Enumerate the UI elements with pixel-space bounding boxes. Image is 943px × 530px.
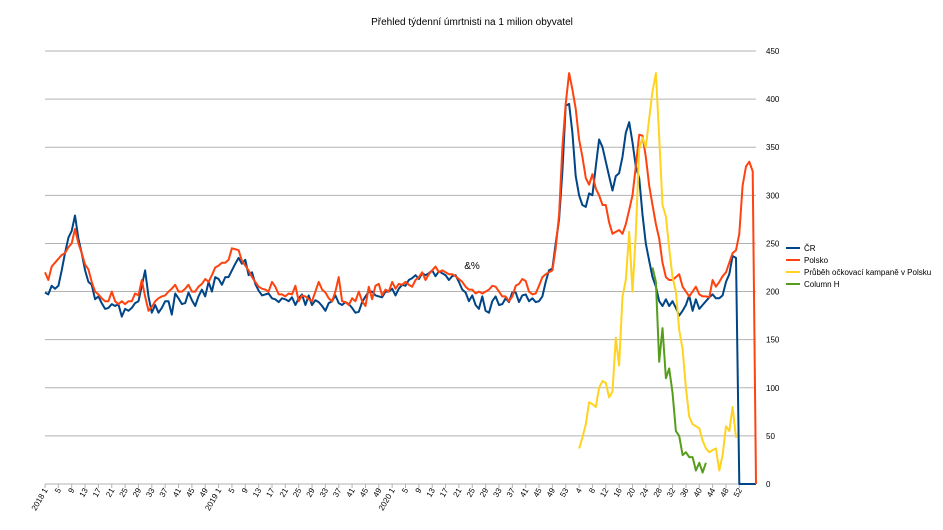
y-tick-label: 0: [766, 480, 771, 489]
x-tick-label: 37: [331, 486, 344, 499]
x-tick-label: 21: [451, 486, 464, 499]
x-tick-label: 32: [665, 486, 678, 499]
x-tick-label: 12: [598, 486, 611, 499]
x-tick-label: 33: [318, 486, 331, 499]
x-tick-label: 25: [465, 486, 478, 499]
x-tick-label: 49: [545, 486, 558, 499]
x-tick-label: 17: [91, 486, 104, 499]
chart-title: Přehled týdenní úmrtnisti na 1 milion ob…: [371, 17, 573, 28]
y-tick-label: 200: [766, 288, 780, 297]
x-tick-label: 25: [118, 486, 131, 499]
x-tick-label: 24: [638, 486, 651, 499]
x-tick-label: 9: [66, 486, 76, 495]
x-tick-label: 49: [371, 486, 384, 499]
series-line-2: [44, 72, 757, 485]
legend-label: Column H: [804, 280, 840, 289]
series-line-3: [578, 72, 737, 472]
x-tick-label: 29: [478, 486, 491, 499]
x-tick-label: 53: [558, 486, 571, 499]
x-tick-label: 21: [278, 486, 291, 499]
x-tick-label: 25: [291, 486, 304, 499]
x-tick-label: 8: [587, 486, 597, 495]
y-tick-label: 50: [766, 432, 775, 441]
x-tick-label: 40: [692, 486, 705, 499]
x-tick-label: 52: [732, 486, 745, 499]
series-lines: [44, 72, 757, 485]
x-tick-label: 45: [532, 486, 545, 499]
series-line-1: [44, 102, 756, 485]
legend-label: Průběh očkovací kampaně v Polsku: [804, 268, 931, 277]
x-tick-label: 37: [505, 486, 518, 499]
chart-annotation: &%: [464, 261, 480, 272]
x-tick-label: 45: [184, 486, 197, 499]
x-tick-label: 29: [305, 486, 318, 499]
x-tick-label: 37: [158, 486, 171, 499]
y-tick-label: 150: [766, 336, 780, 345]
x-tick-label: 13: [425, 486, 438, 499]
x-tick-label: 44: [705, 486, 718, 499]
x-tick-label: 9: [240, 486, 250, 495]
x-tick-label: 33: [144, 486, 157, 499]
y-tick-label: 400: [766, 95, 780, 104]
x-tick-label: 2018 1: [30, 486, 50, 512]
x-tick-label: 5: [53, 486, 63, 495]
x-tick-label: 28: [652, 486, 665, 499]
x-tick-label: 33: [491, 486, 504, 499]
x-tick-label: 36: [678, 486, 691, 499]
x-tick-label: 20: [625, 486, 638, 499]
x-tick-label: 5: [227, 486, 237, 495]
x-tick-label: 13: [251, 486, 264, 499]
x-tick-label: 9: [414, 486, 424, 495]
y-tick-label: 350: [766, 143, 780, 152]
x-tick-label: 5: [400, 486, 410, 495]
legend-label: ČR: [804, 244, 816, 253]
x-tick-label: 17: [264, 486, 277, 499]
x-tick-label: 41: [171, 486, 184, 499]
x-tick-label: 41: [518, 486, 531, 499]
y-tick-label: 100: [766, 384, 780, 393]
y-tick-label: 450: [766, 47, 780, 56]
x-tick-label: 4: [574, 486, 584, 495]
legend: ČR Polsko Průběh očkovací kampaně v Polsku…: [786, 244, 931, 289]
x-tick-label: 29: [131, 486, 144, 499]
x-tick-label: 13: [78, 486, 91, 499]
x-tick-label: 16: [612, 486, 625, 499]
y-tick-label: 250: [766, 239, 780, 248]
x-tick-label: 41: [345, 486, 358, 499]
grid-lines: [45, 50, 756, 437]
x-tick-label: 48: [718, 486, 731, 499]
x-tick-label: 45: [358, 486, 371, 499]
series-line-4: [651, 267, 707, 474]
x-tick-label: 21: [104, 486, 117, 499]
y-tick-label: 300: [766, 191, 780, 200]
axes: [44, 483, 756, 488]
x-tick-label: 17: [438, 486, 451, 499]
legend-label: Polsko: [804, 256, 829, 265]
x-tick-label: 49: [198, 486, 211, 499]
